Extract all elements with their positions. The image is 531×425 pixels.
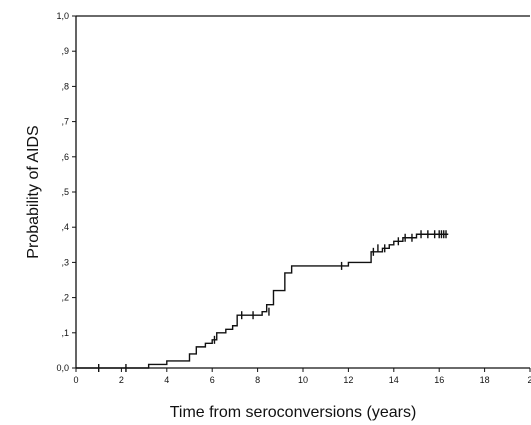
y-tick-label: 1,0 bbox=[56, 11, 69, 21]
x-tick-label: 6 bbox=[210, 375, 215, 385]
y-tick-label: ,5 bbox=[61, 187, 69, 197]
y-tick-label: ,2 bbox=[61, 293, 69, 303]
series-step-line bbox=[76, 233, 449, 369]
x-tick-label: 4 bbox=[164, 375, 169, 385]
plot-area: 0,0 ,1 ,2 ,3 ,4 ,5 ,6 ,7 ,8 ,9 1,0 0 2 4 6 8 10 12 14 16 18 2 bbox=[56, 11, 531, 385]
x-tick-label: 10 bbox=[298, 375, 308, 385]
x-axis-title: Time from seroconversions (years) bbox=[170, 404, 417, 421]
y-tick-label: 0,0 bbox=[56, 363, 69, 373]
y-tick-label: ,7 bbox=[61, 117, 69, 127]
x-tick-label: 16 bbox=[434, 375, 444, 385]
y-tick-label: ,8 bbox=[61, 81, 69, 91]
x-tick-label: 2 bbox=[527, 375, 531, 385]
x-tick-label: 18 bbox=[480, 375, 490, 385]
y-tick-label: ,4 bbox=[61, 222, 69, 232]
y-tick-label: ,1 bbox=[61, 328, 69, 338]
x-tick-label: 8 bbox=[255, 375, 260, 385]
y-tick-label: ,9 bbox=[61, 46, 69, 56]
x-tick-label: 0 bbox=[73, 375, 78, 385]
x-tick-label: 12 bbox=[343, 375, 353, 385]
y-tick-label: ,3 bbox=[61, 257, 69, 267]
y-axis-title: Probability of AIDS bbox=[25, 125, 42, 258]
x-tick-label: 2 bbox=[119, 375, 124, 385]
x-tick-label: 14 bbox=[389, 375, 399, 385]
y-tick-label: ,6 bbox=[61, 152, 69, 162]
